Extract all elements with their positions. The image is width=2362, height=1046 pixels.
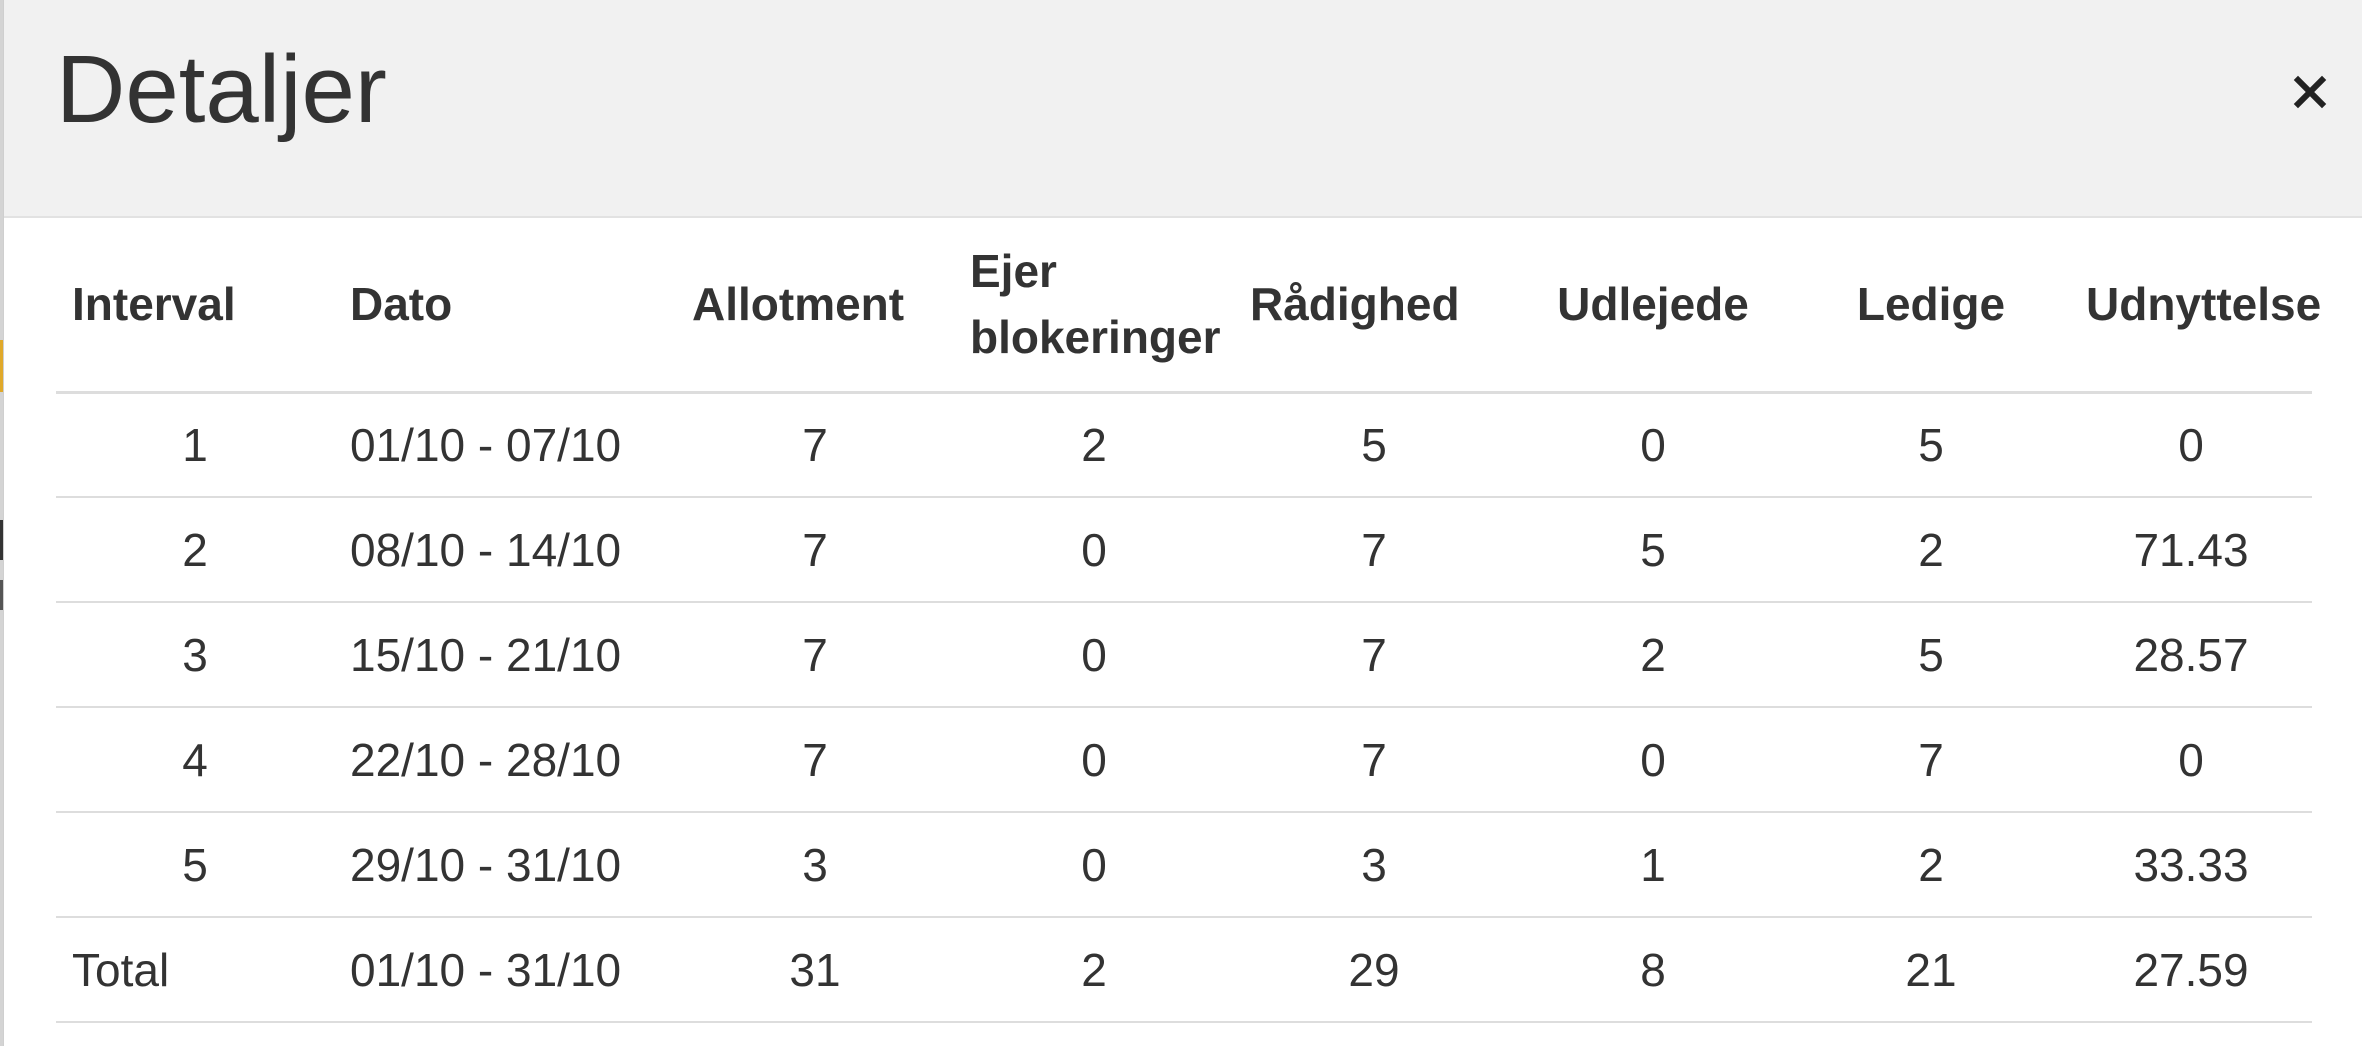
cell-interval: 4 [56, 707, 334, 813]
header-udlejede: Udlejede [1514, 218, 1792, 394]
header-interval: Interval [56, 218, 334, 394]
cell-udnyttelse: 28.57 [2070, 602, 2312, 708]
cell-ejer-blokeringer: 0 [954, 812, 1234, 918]
cell-allotment: 3 [676, 812, 954, 918]
cell-radighed: 7 [1234, 707, 1514, 813]
header-ejer-blokeringer-line1: Ejer [970, 245, 1057, 298]
table-header-row: Interval Dato Allotment Ejer blokeringer … [56, 218, 2321, 394]
cell-udnyttelse: 33.33 [2070, 812, 2312, 918]
cell-dato: 15/10 - 21/10 [334, 602, 676, 708]
cell-interval: 2 [56, 497, 334, 603]
close-icon [2293, 75, 2327, 109]
modal-header: Detaljer [4, 0, 2362, 218]
cell-ledige: 7 [1792, 707, 2070, 813]
table-row: 4 22/10 - 28/10 7 0 7 0 7 0 [56, 707, 2312, 813]
cell-udlejede: 0 [1514, 707, 1792, 813]
cell-udnyttelse: 71.43 [2070, 497, 2312, 603]
cell-ejer-blokeringer: 2 [954, 392, 1234, 498]
cell-udnyttelse: 27.59 [2070, 917, 2312, 1023]
header-ledige: Ledige [1792, 218, 2070, 394]
modal-title: Detaljer [56, 36, 387, 143]
cell-ejer-blokeringer: 2 [954, 917, 1234, 1023]
cell-allotment: 7 [676, 707, 954, 813]
cell-radighed: 29 [1234, 917, 1514, 1023]
cell-ledige: 21 [1792, 917, 2070, 1023]
header-ejer-blokeringer: Ejer blokeringer [954, 218, 1234, 394]
background-accent-strip [0, 340, 3, 392]
cell-allotment: 7 [676, 497, 954, 603]
cell-dato: 01/10 - 07/10 [334, 392, 676, 498]
background-dark-strip [0, 580, 3, 610]
cell-dato: 29/10 - 31/10 [334, 812, 676, 918]
cell-interval: 5 [56, 812, 334, 918]
background-dark-strip [0, 520, 3, 560]
header-ejer-blokeringer-line2: blokeringer [970, 311, 1221, 364]
header-udnyttelse: Udnyttelse [2070, 218, 2321, 394]
cell-allotment: 7 [676, 392, 954, 498]
cell-allotment: 7 [676, 602, 954, 708]
table-total-row: Total 01/10 - 31/10 31 2 29 8 21 27.59 [56, 917, 2312, 1023]
cell-udnyttelse: 0 [2070, 707, 2312, 813]
cell-ejer-blokeringer: 0 [954, 602, 1234, 708]
table-row: 2 08/10 - 14/10 7 0 7 5 2 71.43 [56, 497, 2312, 603]
cell-udlejede: 1 [1514, 812, 1792, 918]
table-row: 5 29/10 - 31/10 3 0 3 1 2 33.33 [56, 812, 2312, 918]
cell-radighed: 5 [1234, 392, 1514, 498]
cell-ejer-blokeringer: 0 [954, 497, 1234, 603]
header-dato: Dato [334, 218, 676, 394]
cell-dato: 22/10 - 28/10 [334, 707, 676, 813]
cell-dato: 08/10 - 14/10 [334, 497, 676, 603]
close-button[interactable] [2280, 62, 2340, 122]
cell-radighed: 3 [1234, 812, 1514, 918]
cell-allotment: 31 [676, 917, 954, 1023]
modal-body: Interval Dato Allotment Ejer blokeringer … [4, 218, 2362, 1023]
cell-interval: 1 [56, 392, 334, 498]
cell-udlejede: 0 [1514, 392, 1792, 498]
cell-udlejede: 5 [1514, 497, 1792, 603]
cell-dato: 01/10 - 31/10 [334, 917, 676, 1023]
cell-udlejede: 2 [1514, 602, 1792, 708]
cell-udlejede: 8 [1514, 917, 1792, 1023]
cell-ledige: 2 [1792, 812, 2070, 918]
cell-ejer-blokeringer: 0 [954, 707, 1234, 813]
cell-radighed: 7 [1234, 497, 1514, 603]
details-table: Interval Dato Allotment Ejer blokeringer … [56, 218, 2321, 1023]
cell-ledige: 2 [1792, 497, 2070, 603]
details-modal: Detaljer [3, 0, 2362, 1046]
table-row: 3 15/10 - 21/10 7 0 7 2 5 28.57 [56, 602, 2312, 708]
header-allotment: Allotment [676, 218, 954, 394]
cell-radighed: 7 [1234, 602, 1514, 708]
cell-total-label: Total [56, 917, 334, 1023]
table-row: 1 01/10 - 07/10 7 2 5 0 5 0 [56, 392, 2312, 498]
cell-ledige: 5 [1792, 602, 2070, 708]
cell-udnyttelse: 0 [2070, 392, 2312, 498]
header-radighed: Rådighed [1234, 218, 1514, 394]
cell-ledige: 5 [1792, 392, 2070, 498]
cell-interval: 3 [56, 602, 334, 708]
